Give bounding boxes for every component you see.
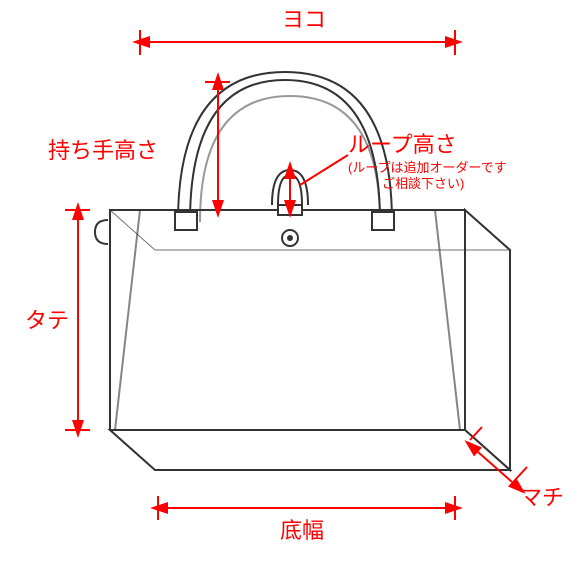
label-tate: タテ xyxy=(25,308,69,333)
bag-handle-front xyxy=(200,96,380,222)
label-loop-note-2: ご相談下さい) xyxy=(382,176,464,191)
handle-tab-1 xyxy=(175,212,197,230)
dim-machi-ext-2 xyxy=(515,467,527,480)
dim-loop-leader xyxy=(300,155,348,185)
bag-bottom-panel xyxy=(110,430,510,470)
d-ring-left xyxy=(95,220,108,244)
bag-dimension-diagram: ヨコ 持ち手高さ ループ高さ (ループは追加オーダーです ご相談下さい) タテ … xyxy=(0,0,583,583)
label-loop-height: ループ高さ xyxy=(348,132,457,157)
label-machi: マチ xyxy=(520,485,564,510)
label-handle-height: 持ち手高さ xyxy=(48,138,158,163)
label-loop-note-1: (ループは追加オーダーです xyxy=(348,160,507,175)
loop-base xyxy=(278,205,302,215)
snap-button-inner xyxy=(287,235,293,241)
label-bottom-width: 底幅 xyxy=(280,518,324,543)
label-yoko: ヨコ xyxy=(282,7,326,32)
handle-tab-2 xyxy=(372,212,394,230)
bag-side-panel xyxy=(465,210,510,470)
